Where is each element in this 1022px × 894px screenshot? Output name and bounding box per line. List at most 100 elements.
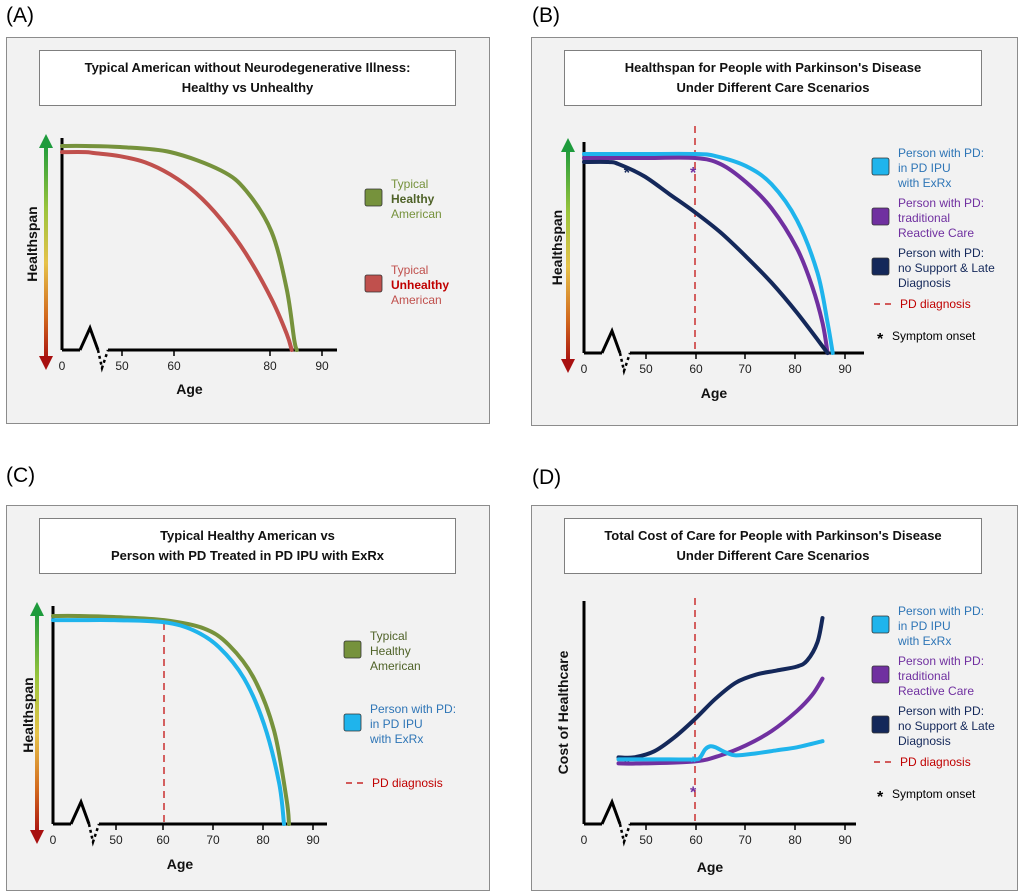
- x-tick-label: 60: [167, 359, 181, 373]
- chart-title-line: Under Different Care Scenarios: [676, 80, 870, 95]
- chart-title: Typical Healthy American vs Person with …: [39, 518, 456, 574]
- series-line: [582, 155, 830, 355]
- healthspan-gradient-bar: [35, 612, 39, 834]
- legend-label: Person with PD:: [898, 654, 984, 668]
- x-tick-label: 90: [306, 833, 320, 847]
- series-line: [51, 613, 291, 826]
- series-line: [51, 618, 286, 826]
- x-tick-label: 80: [263, 359, 277, 373]
- legend-label: PD diagnosis: [900, 755, 971, 769]
- chart-title-line: Typical American without Neurodegenerati…: [84, 60, 411, 75]
- panel-d-chart: Total Cost of Care for People with Parki…: [531, 505, 1018, 891]
- x-tick-label: 90: [315, 359, 329, 373]
- chart-title-line: Under Different Care Scenarios: [676, 548, 870, 563]
- panel-label-b: (B): [532, 4, 560, 27]
- chart-title-line: Typical Healthy American vs: [160, 528, 335, 543]
- legend-swatch: [871, 257, 890, 276]
- healthspan-gradient-bar: [566, 148, 570, 363]
- series-line: [616, 616, 825, 760]
- x-tick-label: 80: [256, 833, 270, 847]
- x-axis-label: Age: [176, 381, 203, 397]
- chart-title: Typical American without Neurodegenerati…: [39, 50, 456, 106]
- chart-title: Total Cost of Care for People with Parki…: [564, 518, 982, 574]
- legend-label: in PD IPU: [370, 717, 423, 731]
- x-tick-label: 70: [738, 362, 752, 376]
- x-tick-label: 70: [738, 833, 752, 847]
- legend-label: Person with PD:: [898, 704, 984, 718]
- legend-label: Diagnosis: [898, 734, 951, 748]
- x-tick-label: 50: [639, 833, 653, 847]
- series-line: [616, 676, 825, 766]
- legend-label: Reactive Care: [898, 684, 974, 698]
- series-line: [60, 150, 294, 352]
- arrow-down-icon: [39, 356, 53, 370]
- x-tick-label: 90: [838, 362, 852, 376]
- arrow-up-icon: [561, 138, 575, 152]
- arrow-down-icon: [30, 830, 44, 844]
- x-tick-label: 60: [156, 833, 170, 847]
- chart-svg: 0 50 60 70 80 90 Age Healthspan TypicalHealthyAm…: [20, 602, 456, 872]
- legend-label: in PD IPU: [898, 619, 951, 633]
- x-tick-label: 50: [109, 833, 123, 847]
- x-tick-label: 60: [689, 833, 703, 847]
- arrow-up-icon: [30, 602, 44, 616]
- legend-label: with ExRx: [897, 634, 951, 648]
- legend-label: no Support & Late: [898, 719, 995, 733]
- legend-label: Symptom onset: [892, 787, 976, 801]
- series-line: [582, 151, 835, 355]
- legend-label: traditional: [898, 669, 950, 683]
- legend-label: Person with PD:: [898, 146, 984, 160]
- x-axis-label: Age: [167, 856, 194, 872]
- x-tick-label: 0: [581, 362, 588, 376]
- legend-swatch: [343, 640, 362, 659]
- chart-title-line: Total Cost of Care for People with Parki…: [604, 528, 942, 543]
- legend-label: American: [370, 659, 421, 673]
- legend-label: Reactive Care: [898, 226, 974, 240]
- legend-label: traditional: [898, 211, 950, 225]
- legend-label: with ExRx: [897, 176, 951, 190]
- legend-label: Healthy: [391, 192, 435, 206]
- chart-title-line: Healthspan for People with Parkinson's D…: [624, 60, 922, 75]
- chart-title-line: Person with PD Treated in PD IPU with Ex…: [110, 548, 385, 563]
- chart-title: Healthspan for People with Parkinson's D…: [564, 50, 982, 106]
- axis-break-dashed: [618, 823, 632, 847]
- y-axis-label: Healthspan: [24, 206, 40, 281]
- x-tick-label: 50: [639, 362, 653, 376]
- chart-svg: 0 50 60 80 90AgeHealthspanTypicalHealthyAmer…: [24, 134, 449, 397]
- legend-label: in PD IPU: [898, 161, 951, 175]
- axis-break-dashed: [87, 823, 101, 847]
- panel-label-c: (C): [6, 464, 36, 487]
- legend-label: Typical: [391, 177, 428, 191]
- panel-label-a: (A): [6, 4, 34, 27]
- axis-break-dashed: [618, 352, 632, 376]
- x-tick-label: 0: [59, 359, 66, 373]
- y-axis-label: Healthspan: [20, 677, 36, 752]
- legend-label: PD diagnosis: [900, 297, 971, 311]
- x-tick-label: 0: [50, 833, 57, 847]
- legend-swatch: [871, 715, 890, 734]
- legend-swatch: [343, 713, 362, 732]
- chart-svg: 0 50 60 70 80 90 Age Cost of Healthcare * * * Perso…: [555, 598, 995, 875]
- legend-onset-marker: *: [877, 331, 884, 348]
- symptom-onset-marker: *: [690, 785, 697, 802]
- chart-title-line: Healthy vs Unhealthy: [181, 80, 314, 95]
- arrow-down-icon: [561, 359, 575, 373]
- symptom-onset-marker: *: [690, 165, 697, 182]
- legend-label: Diagnosis: [898, 276, 951, 290]
- legend-swatch: [364, 188, 383, 207]
- x-axis-label: Age: [701, 385, 728, 401]
- symptom-onset-marker: *: [690, 754, 697, 771]
- legend-swatch: [871, 207, 890, 226]
- legend-label: Person with PD:: [898, 196, 984, 210]
- legend-label: Healthy: [370, 644, 411, 658]
- symptom-onset-marker: *: [624, 165, 631, 182]
- x-tick-label: 90: [838, 833, 852, 847]
- legend-label: Symptom onset: [892, 329, 976, 343]
- chart-svg: 0 50 60 70 80 90 Age Healthspan * * * Person with P…: [549, 126, 995, 401]
- x-tick-label: 80: [788, 833, 802, 847]
- axis-break: [600, 327, 622, 354]
- series-line: [616, 739, 825, 762]
- legend-swatch: [364, 274, 383, 293]
- series-line: [582, 159, 830, 355]
- panel-a-chart: Typical American without Neurodegenerati…: [6, 37, 490, 424]
